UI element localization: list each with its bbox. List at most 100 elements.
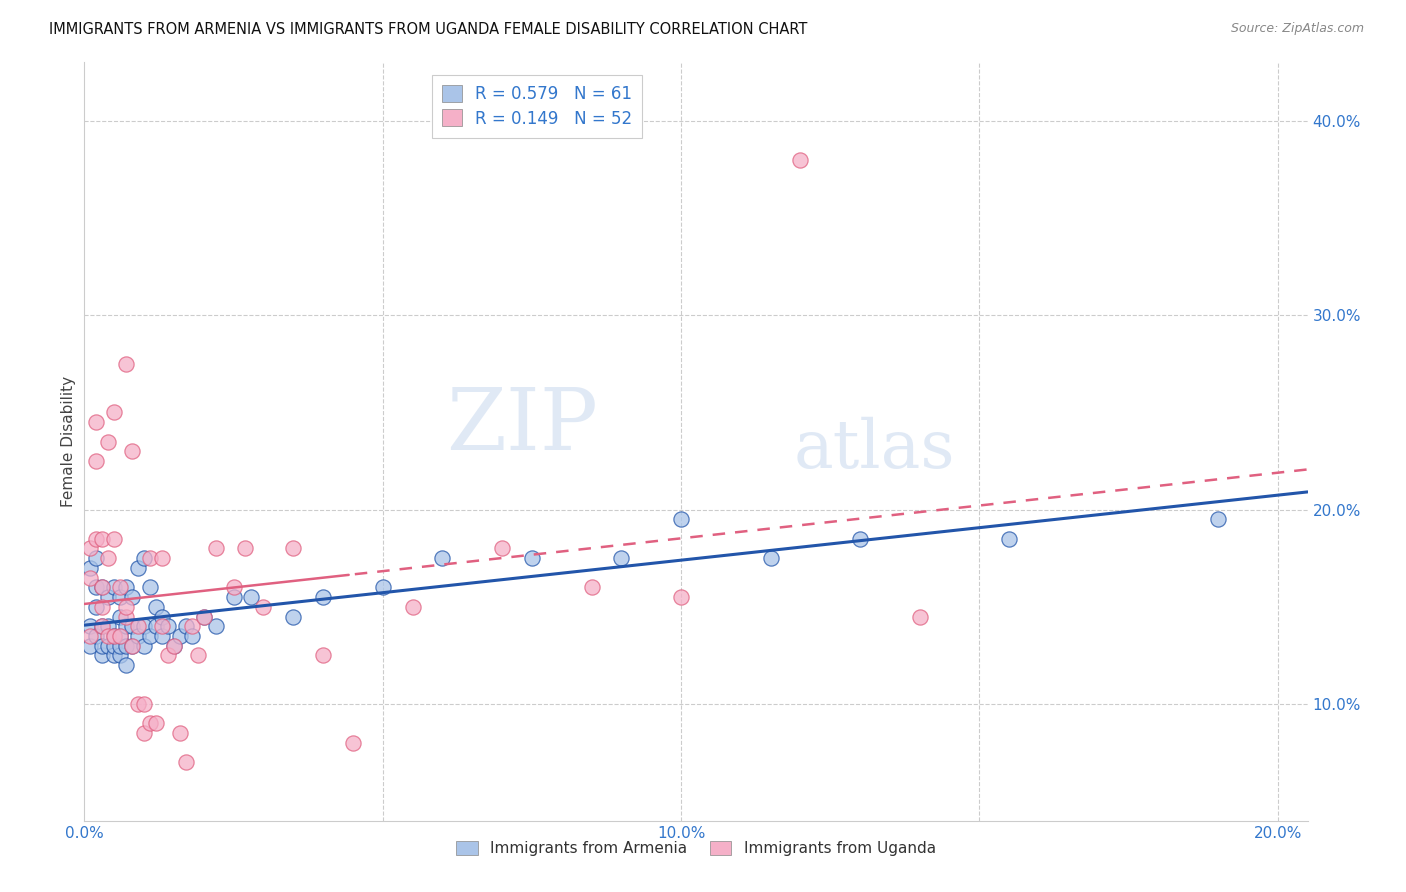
Point bbox=[520, 551, 543, 566]
Point bbox=[669, 590, 692, 604]
Point bbox=[163, 639, 186, 653]
Point bbox=[432, 551, 454, 566]
Point bbox=[371, 580, 394, 594]
Point bbox=[180, 629, 202, 643]
Text: atlas: atlas bbox=[794, 417, 955, 482]
Point bbox=[97, 551, 120, 566]
Point bbox=[139, 551, 162, 566]
Text: ZIP: ZIP bbox=[446, 384, 598, 468]
Point bbox=[169, 726, 191, 740]
Point bbox=[108, 629, 131, 643]
Point bbox=[669, 512, 692, 526]
Point bbox=[84, 532, 107, 546]
Point bbox=[108, 648, 131, 663]
Point bbox=[759, 551, 782, 566]
Point bbox=[103, 580, 125, 594]
Point bbox=[121, 639, 143, 653]
Point bbox=[204, 619, 226, 633]
Point bbox=[127, 697, 149, 711]
Point bbox=[312, 590, 335, 604]
Point bbox=[79, 561, 101, 575]
Point bbox=[145, 716, 167, 731]
Point bbox=[1206, 512, 1229, 526]
Point bbox=[84, 454, 107, 468]
Point bbox=[108, 629, 131, 643]
Point bbox=[115, 357, 138, 371]
Point bbox=[150, 609, 173, 624]
Point bbox=[121, 619, 143, 633]
Point bbox=[97, 434, 120, 449]
Point bbox=[91, 580, 114, 594]
Point bbox=[150, 551, 173, 566]
Point bbox=[103, 629, 125, 643]
Point bbox=[115, 599, 138, 614]
Point bbox=[998, 532, 1021, 546]
Point bbox=[115, 639, 138, 653]
Point bbox=[156, 619, 179, 633]
Point bbox=[163, 639, 186, 653]
Point bbox=[108, 580, 131, 594]
Point bbox=[121, 444, 143, 458]
Point bbox=[91, 580, 114, 594]
Point bbox=[401, 599, 423, 614]
Point bbox=[169, 629, 191, 643]
Point bbox=[235, 541, 257, 556]
Point bbox=[91, 639, 114, 653]
Point bbox=[103, 629, 125, 643]
Point bbox=[150, 629, 173, 643]
Point bbox=[79, 619, 101, 633]
Point bbox=[180, 619, 202, 633]
Point bbox=[581, 580, 603, 594]
Point bbox=[84, 415, 107, 429]
Point bbox=[222, 590, 245, 604]
Point bbox=[97, 590, 120, 604]
Legend: Immigrants from Armenia, Immigrants from Uganda: Immigrants from Armenia, Immigrants from… bbox=[450, 835, 942, 863]
Point bbox=[108, 590, 131, 604]
Point bbox=[127, 561, 149, 575]
Point bbox=[193, 609, 215, 624]
Point bbox=[132, 697, 155, 711]
Point bbox=[127, 629, 149, 643]
Point bbox=[91, 532, 114, 546]
Point bbox=[312, 648, 335, 663]
Point bbox=[91, 619, 114, 633]
Point bbox=[156, 648, 179, 663]
Point bbox=[849, 532, 872, 546]
Point bbox=[79, 639, 101, 653]
Point bbox=[79, 571, 101, 585]
Point bbox=[145, 619, 167, 633]
Point bbox=[187, 648, 209, 663]
Point bbox=[139, 580, 162, 594]
Point bbox=[84, 629, 107, 643]
Point bbox=[115, 580, 138, 594]
Point bbox=[252, 599, 274, 614]
Point bbox=[174, 619, 197, 633]
Point bbox=[103, 532, 125, 546]
Point bbox=[79, 541, 101, 556]
Point bbox=[174, 756, 197, 770]
Point bbox=[97, 629, 120, 643]
Text: Source: ZipAtlas.com: Source: ZipAtlas.com bbox=[1230, 22, 1364, 36]
Point bbox=[240, 590, 263, 604]
Point bbox=[108, 639, 131, 653]
Point bbox=[789, 153, 811, 167]
Point bbox=[115, 658, 138, 673]
Text: IMMIGRANTS FROM ARMENIA VS IMMIGRANTS FROM UGANDA FEMALE DISABILITY CORRELATION : IMMIGRANTS FROM ARMENIA VS IMMIGRANTS FR… bbox=[49, 22, 807, 37]
Point bbox=[139, 629, 162, 643]
Point bbox=[204, 541, 226, 556]
Point bbox=[342, 736, 364, 750]
Point bbox=[283, 541, 305, 556]
Point bbox=[132, 639, 155, 653]
Point bbox=[84, 599, 107, 614]
Point bbox=[115, 619, 138, 633]
Point bbox=[222, 580, 245, 594]
Point bbox=[283, 609, 305, 624]
Point bbox=[103, 405, 125, 419]
Point bbox=[132, 726, 155, 740]
Point bbox=[132, 619, 155, 633]
Point bbox=[193, 609, 215, 624]
Point bbox=[97, 619, 120, 633]
Point bbox=[79, 629, 101, 643]
Point bbox=[127, 619, 149, 633]
Point bbox=[103, 639, 125, 653]
